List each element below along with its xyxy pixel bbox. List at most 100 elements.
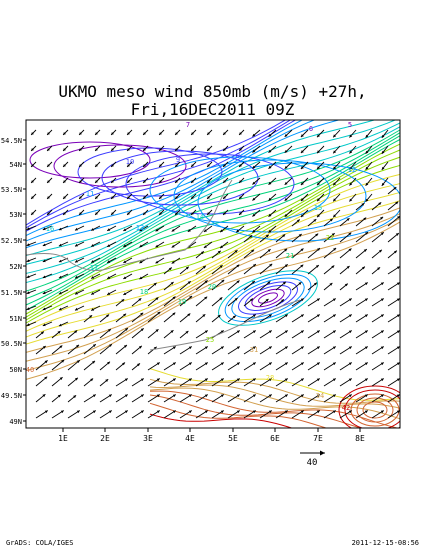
wind-vector-head: [175, 132, 178, 135]
wind-vector-head: [268, 346, 272, 350]
wind-vector-head: [109, 344, 112, 347]
wind-vector-head: [63, 180, 66, 183]
wind-vector-head: [111, 180, 114, 183]
wind-vector-head: [91, 292, 95, 295]
isotach: [26, 120, 341, 249]
wind-vector-head: [76, 344, 79, 348]
wind-vector-head: [239, 196, 242, 199]
wind-vector-head: [42, 346, 46, 349]
wind-vector-head: [127, 180, 130, 183]
wind-vector-head: [107, 260, 111, 263]
wind-vector-head: [58, 227, 62, 231]
x-axis-ticks: 1E 2E 3E 4E 5E 6E 7E 8E: [58, 428, 365, 443]
wind-vector-head: [332, 330, 336, 334]
wind-vector-head: [269, 263, 273, 267]
wind-vector-head: [91, 276, 95, 279]
wind-vector-head: [123, 313, 127, 317]
wind-vector-head: [252, 149, 256, 153]
wind-vector-head: [155, 297, 159, 301]
wind-vector-head: [268, 229, 272, 233]
wind-vector-head: [26, 275, 30, 278]
isotach: [26, 173, 400, 328]
wind-vector-head: [79, 148, 82, 151]
wind-vector-head: [300, 166, 304, 169]
isotach: [344, 389, 400, 428]
wind-vector-head: [42, 291, 46, 295]
contour-label: 21: [286, 252, 294, 260]
wind-vector-head: [252, 197, 256, 201]
wind-vector-head: [219, 265, 223, 268]
x-tick-label: 5E: [228, 434, 238, 443]
isotach: [26, 120, 316, 242]
wind-vector-head: [123, 345, 127, 348]
wind-vector-head: [251, 281, 255, 284]
wind-vector-head: [95, 212, 98, 215]
wind-vector-head: [44, 360, 48, 364]
isotach: [26, 200, 400, 345]
wind-vector-head: [91, 244, 95, 247]
wind-vector-head: [298, 282, 302, 285]
wind-vector-head: [204, 330, 208, 334]
contour-label: 8: [236, 152, 240, 160]
x-tick-label: 3E: [143, 434, 153, 443]
wind-vector-head: [203, 245, 207, 248]
y-tick-label: 51N: [9, 315, 22, 323]
contour-label: 9: [176, 156, 180, 164]
wind-vector-head: [40, 331, 44, 335]
wind-vector-head: [123, 276, 127, 279]
wind-vector-head: [377, 267, 381, 271]
wind-vector-head: [365, 134, 369, 138]
wind-vector-head: [139, 228, 143, 232]
wind-vector-head: [316, 346, 320, 350]
wind-vector-head: [204, 410, 208, 414]
wind-vector-head: [300, 298, 304, 302]
wind-vector-head: [91, 308, 95, 311]
wind-vector-head: [223, 148, 226, 151]
contour-label: 19: [178, 298, 186, 306]
wind-vector-head: [252, 133, 256, 137]
wind-vector-head: [63, 196, 66, 199]
wind-vector-head: [316, 330, 320, 334]
wind-vector-head: [188, 410, 192, 414]
wind-vector-head: [75, 291, 78, 295]
wind-vector-head: [76, 410, 80, 414]
wind-vector-head: [127, 148, 130, 151]
wind-vector-head: [140, 328, 144, 332]
wind-vector-head: [223, 164, 226, 167]
wind-vector-head: [236, 394, 240, 398]
wind-vector-head: [284, 166, 288, 169]
wind-vector-head: [26, 259, 30, 262]
wind-vector-head: [314, 282, 317, 286]
wind-vector-head: [300, 214, 304, 217]
wind-vector-head: [378, 202, 382, 206]
y-tick-label: 49N: [9, 418, 22, 426]
wind-vector-head: [159, 164, 162, 167]
wind-vector-head: [284, 394, 288, 398]
wind-vector-head: [298, 234, 302, 237]
x-tick-label: 1E: [58, 434, 68, 443]
wind-vector-head: [42, 394, 46, 397]
wind-vector: [99, 343, 113, 355]
wind-vector-head: [175, 164, 178, 167]
wind-vector-head: [223, 132, 226, 135]
wind-vector-head: [333, 248, 337, 251]
wind-vector-head: [124, 378, 128, 382]
wind-vector-head: [364, 282, 368, 286]
isotach: [77, 147, 223, 197]
wind-vectors: [26, 129, 400, 419]
wind-vector-head: [159, 196, 162, 199]
wind-vector-head: [268, 330, 272, 334]
wind-vector-head: [236, 362, 240, 366]
isotach: [125, 153, 295, 215]
wind-vector-head: [143, 132, 146, 135]
wind-vector-head: [140, 394, 144, 398]
wind-vector-head: [63, 148, 66, 151]
wind-vector-head: [42, 243, 46, 247]
wind-vector-head: [284, 314, 288, 318]
wind-vector-head: [365, 198, 369, 202]
wind-vector-head: [365, 182, 369, 186]
wind-vector-head: [138, 298, 142, 302]
wind-vector-head: [348, 362, 352, 366]
wind-vector-head: [361, 203, 365, 206]
